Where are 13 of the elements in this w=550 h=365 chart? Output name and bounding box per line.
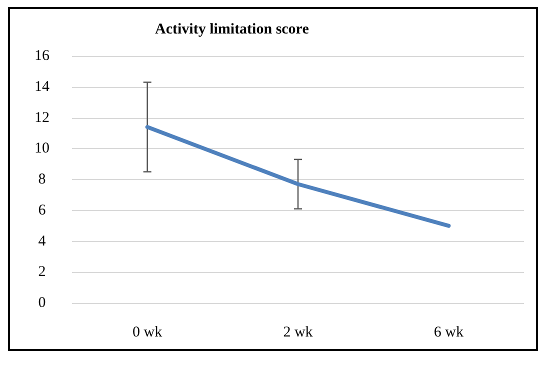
y-tick-label: 2 xyxy=(38,264,46,280)
y-tick-label: 4 xyxy=(38,233,46,250)
y-tick-label: 14 xyxy=(34,78,50,95)
x-tick-label: 6 wk xyxy=(434,324,464,340)
y-tick-label: 6 xyxy=(38,202,46,218)
y-tick-label: 8 xyxy=(38,172,46,188)
y-tick-label: 0 xyxy=(38,295,46,311)
x-tick-label: 0 wk xyxy=(132,324,163,340)
x-tick-label: 2 wk xyxy=(283,324,314,340)
y-tick-label: 10 xyxy=(34,140,50,157)
chart-title: Activity limitation score xyxy=(155,22,310,38)
y-tick-label: 12 xyxy=(34,110,50,126)
y-tick-label: 16 xyxy=(34,48,50,64)
